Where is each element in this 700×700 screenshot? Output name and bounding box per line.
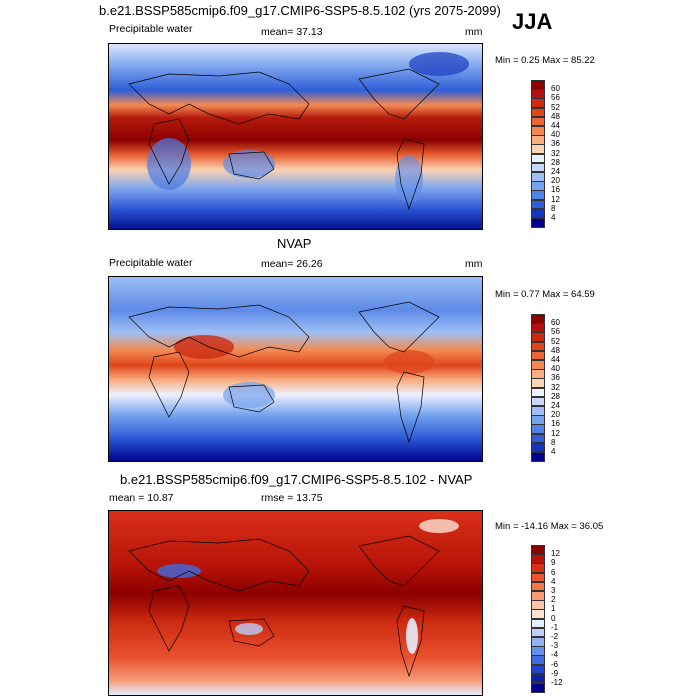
panel2-colorbar-swatch bbox=[531, 452, 545, 462]
panel3-minmax: Min = -14.16 Max = 36.05 bbox=[495, 521, 604, 532]
panel2-units: mm bbox=[465, 258, 483, 270]
panel1-south-america bbox=[395, 155, 423, 203]
panel2-colorbar-tick-label: 20 bbox=[551, 410, 560, 420]
panel2-colorbar-tick-label: 40 bbox=[551, 364, 560, 374]
panel3-colorbar-tick-label: -9 bbox=[551, 668, 559, 678]
panel3-map bbox=[108, 510, 483, 696]
panel1-colorbar-tick-label: 48 bbox=[551, 111, 560, 121]
panel1-colorbar-tick-label: 56 bbox=[551, 93, 560, 103]
panel1-colorbar-tick-label: 12 bbox=[551, 194, 560, 204]
panel1-colorbar-tick-label: 52 bbox=[551, 102, 560, 112]
panel1-colorbar-tick-label: 24 bbox=[551, 167, 560, 176]
panel1-colorbar-tick-label: 4 bbox=[551, 213, 556, 222]
panel2-colorbar-tick-label: 8 bbox=[551, 437, 556, 447]
panel1-title: b.e21.BSSP585cmip6.f09_g17.CMIP6-SSP5-8.… bbox=[99, 3, 501, 18]
panel2-americas-high bbox=[384, 350, 434, 374]
panel2-colorbar-tick-label: 24 bbox=[551, 401, 560, 410]
panel3-colorbar-tick-label: 3 bbox=[551, 586, 556, 595]
panel1-colorbar-tick-label: 8 bbox=[551, 203, 556, 213]
panel3-andes-negative bbox=[406, 618, 418, 654]
panel3-colorbar-tick-label: -2 bbox=[551, 632, 559, 641]
panel1-colorbar-tick-label: 16 bbox=[551, 185, 560, 195]
panel3-colorbar-swatch bbox=[531, 683, 545, 693]
panel1-coastlines bbox=[128, 68, 440, 211]
panel1-colorbar-tick-label: 40 bbox=[551, 130, 560, 140]
panel2-mean: mean= 26.26 bbox=[261, 258, 323, 270]
panel3-colorbar-tick-label: -4 bbox=[551, 650, 559, 660]
panel3-colorbar-tick-label: 1 bbox=[551, 604, 556, 614]
panel3-colorbar-tick-label: -12 bbox=[551, 678, 563, 687]
panel1-mean: mean= 37.13 bbox=[261, 26, 323, 38]
panel1-map bbox=[108, 43, 483, 230]
panel3-sahel-negative bbox=[157, 564, 201, 578]
panel2-variable-label: Precipitable water bbox=[109, 257, 193, 269]
panel1-field bbox=[109, 44, 482, 229]
panel1-colorbar-tick-label: 60 bbox=[551, 84, 560, 94]
panel1-africa-south bbox=[147, 138, 191, 190]
season-label: JJA bbox=[512, 9, 553, 34]
panel1-colorbar-swatch bbox=[531, 218, 545, 228]
panel2-colorbar-tick-label: 60 bbox=[551, 318, 560, 328]
panel2-coastlines bbox=[128, 301, 440, 444]
panel3-colorbar-tick-label: 2 bbox=[551, 595, 556, 605]
panel3-field bbox=[109, 511, 482, 695]
panel1-colorbar-tick-label: 44 bbox=[551, 121, 560, 130]
panel1-minmax: Min = 0.25 Max = 85.22 bbox=[495, 55, 595, 66]
panel2-colorbar-tick-label: 56 bbox=[551, 327, 560, 337]
panel3-title: b.e21.BSSP585cmip6.f09_g17.CMIP6-SSP5-8.… bbox=[120, 472, 473, 487]
panel2-colorbar-tick-label: 4 bbox=[551, 447, 556, 456]
panel2-colorbar-tick-label: 32 bbox=[551, 382, 560, 392]
panel2-australia bbox=[223, 382, 275, 408]
panel2-colorbar-tick-label: 44 bbox=[551, 355, 560, 364]
panel3-colorbar-tick-label: 0 bbox=[551, 613, 556, 623]
panel2-title: NVAP bbox=[277, 236, 312, 251]
panel2-colorbar-tick-label: 36 bbox=[551, 373, 560, 383]
panel3-coastlines bbox=[128, 535, 440, 678]
panel2-colorbar-tick-label: 48 bbox=[551, 345, 560, 355]
panel3-colorbar-tick-label: -3 bbox=[551, 641, 559, 651]
panel1-colorbar-tick-label: 20 bbox=[551, 176, 560, 186]
panel3-mean: mean = 10.87 bbox=[109, 492, 174, 504]
panel1-australia bbox=[223, 150, 275, 178]
panel1-colorbar-tick-label: 36 bbox=[551, 139, 560, 149]
panel3-rmse: rmse = 13.75 bbox=[261, 492, 323, 504]
panel3-greenland-low bbox=[419, 519, 459, 533]
panel1-variable-label: Precipitable water bbox=[109, 23, 193, 35]
panel2-minmax: Min = 0.77 Max = 64.59 bbox=[495, 289, 595, 300]
panel3-colorbar-tick-label: 9 bbox=[551, 558, 556, 568]
panel3-colorbar-tick-label: 12 bbox=[551, 549, 560, 559]
panel2-map bbox=[108, 276, 483, 462]
panel1-colorbar-tick-label: 28 bbox=[551, 157, 560, 167]
panel2-colorbar-tick-label: 12 bbox=[551, 428, 560, 438]
panel1-greenland bbox=[409, 52, 469, 76]
panel3-colorbar-tick-label: 6 bbox=[551, 567, 556, 577]
panel3-australia-negative bbox=[235, 623, 263, 635]
panel1-colorbar-tick-label: 32 bbox=[551, 148, 560, 158]
panel2-colorbar-tick-label: 28 bbox=[551, 391, 560, 401]
panel3-colorbar-tick-label: -1 bbox=[551, 622, 559, 632]
panel2-colorbar-tick-label: 16 bbox=[551, 419, 560, 429]
panel2-asia-monsoon bbox=[174, 335, 234, 359]
panel2-colorbar-tick-label: 52 bbox=[551, 336, 560, 346]
panel1-units: mm bbox=[465, 26, 483, 38]
panel3-colorbar-tick-label: 4 bbox=[551, 576, 556, 586]
panel3-colorbar-tick-label: -6 bbox=[551, 659, 559, 669]
